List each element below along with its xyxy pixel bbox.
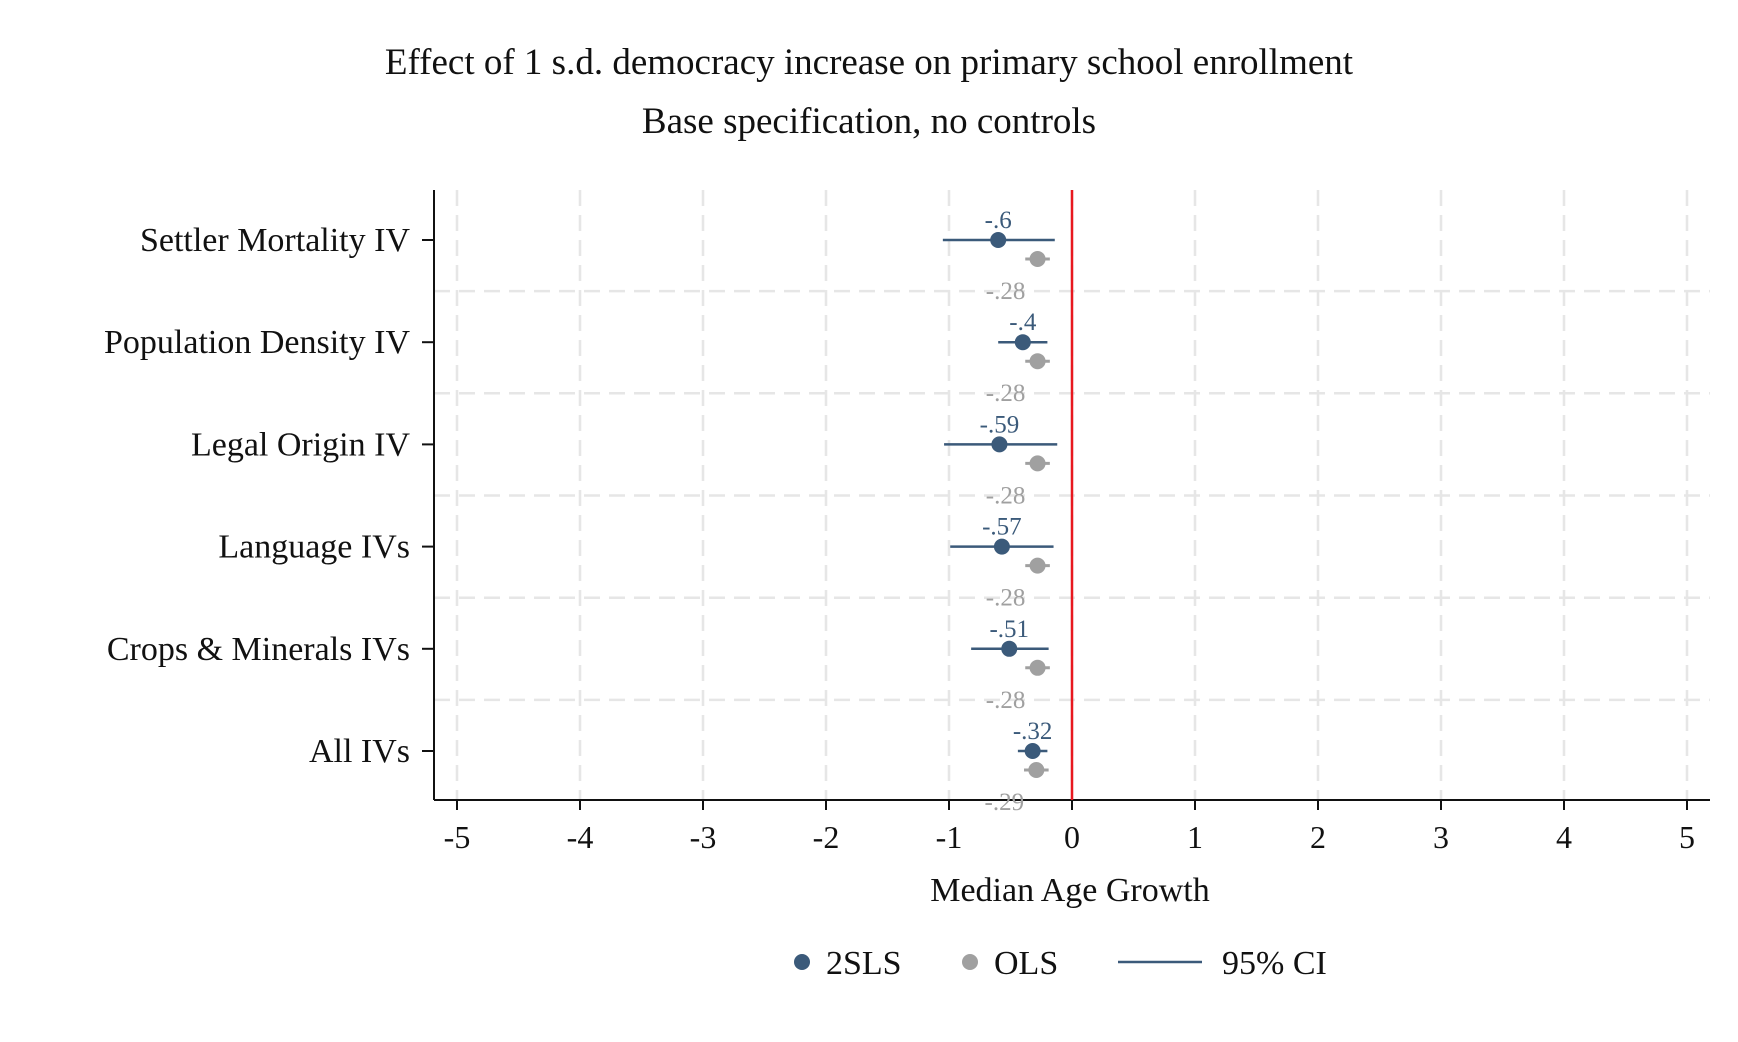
legend-label: OLS [994,945,1058,982]
category-label: Language IVs [218,529,410,566]
x-tick-label: -1 [936,819,963,855]
ols-value-label: -.28 [986,482,1026,509]
twosls-value-label: -.6 [985,207,1012,234]
category-label: Population Density IV [104,324,410,361]
twosls-value-label: -.4 [1009,309,1037,336]
x-tick-label: 2 [1310,819,1326,855]
x-tick-label: -4 [567,819,594,855]
twosls-value-label: -.57 [982,514,1022,541]
twosls-value-label: -.51 [989,616,1029,643]
category-label: All IVs [309,733,410,770]
x-tick-label: 5 [1679,819,1695,855]
ols-point [1029,557,1046,574]
x-tick-label: -3 [690,819,717,855]
category-label: Settler Mortality IV [140,222,411,259]
ols-value-label: -.28 [986,380,1026,407]
twosls-point [1014,334,1031,351]
ols-point [1028,762,1045,778]
x-axis-title: Median Age Growth [930,872,1210,909]
x-tick-label: 0 [1064,819,1080,855]
ols-value-label: -.28 [986,687,1026,714]
chart-subtitle: Base specification, no controls [642,101,1096,142]
twosls-point [993,538,1010,555]
x-tick-label: 1 [1187,819,1203,855]
legend-marker-2sls [794,954,810,970]
twosls-point [1024,743,1041,759]
ols-point [1029,455,1046,472]
ols-point [1029,251,1046,267]
ols-point [1029,353,1046,370]
twosls-point [991,436,1008,453]
twosls-value-label: -.59 [980,411,1020,438]
twosls-value-label: -.32 [1013,718,1053,745]
twosls-point [990,232,1007,248]
legend-label: 95% CI [1222,945,1327,982]
legend: 2SLS OLS 95% CI [794,945,1327,982]
category-label: Crops & Minerals IVs [107,631,410,668]
legend-label: 2SLS [826,945,902,982]
ols-value-label: -.28 [986,585,1026,612]
x-tick-label: 4 [1556,819,1572,855]
ols-value-label: -.29 [985,789,1025,816]
data-marks: -.6 -.4 -.59 -.57 -.51 -.32 -.28 -.28 -.28 -.28 -.… [942,190,1074,816]
ols-value-label: -.28 [986,278,1026,305]
category-label: Legal Origin IV [191,426,410,463]
axes: -5 -4 -3 -2 -1 0 1 2 3 4 5 Settler Mortality IV Popu… [104,190,1710,855]
x-tick-label: 3 [1433,819,1449,855]
x-tick-label: -2 [813,819,840,855]
twosls-point [1001,640,1018,657]
x-tick-label: -5 [444,819,471,855]
chart-title: Effect of 1 s.d. democracy increase on p… [385,42,1354,83]
legend-marker-ols [962,954,978,970]
ols-point [1029,659,1046,676]
